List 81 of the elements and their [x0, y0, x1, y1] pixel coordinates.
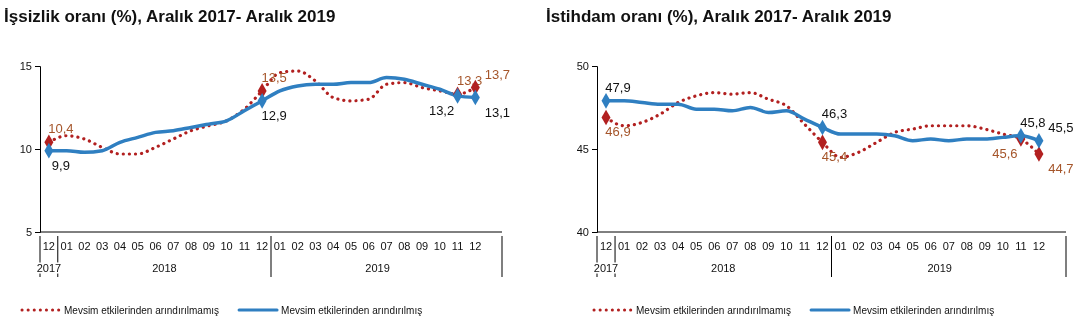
- data-label: 47,9: [605, 79, 631, 95]
- x-tick-label: 02: [635, 240, 649, 252]
- x-tick-label: 09: [762, 240, 775, 252]
- x-tick-label: 10: [780, 240, 793, 252]
- text: 2019: [365, 262, 390, 274]
- text: 2018: [152, 262, 177, 274]
- x-tick-label: 08: [744, 240, 757, 252]
- x-tick-label: 04: [672, 240, 685, 252]
- x-tick-label: 12: [42, 240, 56, 252]
- y-tick-label: 5: [25, 226, 32, 239]
- x-tick-label: 05: [131, 240, 144, 252]
- y-tick-label: 45: [576, 143, 589, 156]
- x-tick-label: 09: [415, 240, 429, 252]
- data-label: 45,4: [821, 149, 848, 165]
- x-tick-label: 12: [469, 240, 482, 252]
- x-tick-label: 06: [924, 240, 937, 252]
- x-tick-label: 07: [167, 240, 180, 252]
- x-tick-label: 07: [726, 240, 739, 252]
- data-label: 13,7: [484, 66, 510, 82]
- x-tick-label: 12: [816, 240, 829, 252]
- x-tick-label: 05: [344, 240, 358, 252]
- x-tick-label: 03: [870, 240, 883, 252]
- data-label: 12,9: [261, 107, 287, 123]
- x-tick-label: 02: [78, 240, 91, 252]
- y-tick-label: 50: [576, 60, 589, 73]
- data-label: 13,1: [484, 104, 510, 120]
- data-label: 45,5: [1048, 119, 1074, 135]
- x-tick-label: 01: [273, 240, 287, 252]
- data-label: 46,3: [821, 106, 848, 122]
- x-tick-label: 12: [255, 240, 269, 252]
- x-tick-label: 02: [852, 240, 865, 252]
- x-tick-label: 08: [398, 240, 411, 252]
- data-label: 46,9: [605, 124, 631, 140]
- x-tick-label: 04: [113, 240, 127, 252]
- chart-title: İstihdam oranı (%), Aralık 2017- Aralık 2019: [546, 7, 892, 26]
- legend-label: Mevsim etkilerinden arındırılmış: [281, 305, 423, 316]
- x-tick-label: 10: [433, 240, 446, 252]
- x-tick-label: 03: [96, 240, 109, 252]
- data-label: 44,7: [1048, 160, 1074, 176]
- legend-label: Mevsim etkilerinden arındırılmış: [853, 305, 995, 316]
- x-tick-label: 04: [327, 240, 340, 252]
- y-tick-label: 40: [576, 226, 589, 239]
- text: 2019: [927, 262, 952, 274]
- x-tick-label: 08: [184, 240, 198, 252]
- y-tick-label: 15: [19, 60, 32, 73]
- x-tick-label: 11: [798, 240, 811, 252]
- x-tick-label: 07: [380, 240, 393, 252]
- x-tick-label: 10: [996, 240, 1009, 252]
- x-tick-label: 11: [1015, 240, 1027, 252]
- x-tick-label: 02: [291, 240, 304, 252]
- data-label: 45,6: [992, 146, 1018, 162]
- x-tick-label: 08: [960, 240, 973, 252]
- x-tick-label: 06: [362, 240, 375, 252]
- data-label: 10,4: [48, 121, 74, 137]
- legend-label: Mevsim etkilerinden arındırılmamış: [64, 305, 220, 316]
- x-tick-label: 07: [942, 240, 955, 252]
- legend-label: Mevsim etkilerinden arındırılmamış: [636, 305, 792, 316]
- y-tick-label: 10: [19, 143, 32, 156]
- x-tick-label: 11: [238, 240, 251, 252]
- x-tick-label: 01: [617, 240, 631, 252]
- x-tick-label: 12: [599, 240, 613, 252]
- data-label: 13,2: [428, 102, 455, 118]
- x-tick-label: 04: [888, 240, 901, 252]
- data-label: 45,8: [1020, 114, 1046, 130]
- x-tick-label: 05: [906, 240, 919, 252]
- x-tick-label: 06: [708, 240, 721, 252]
- x-tick-label: 05: [690, 240, 703, 252]
- data-label: 13,5: [261, 69, 287, 85]
- x-tick-label: 03: [654, 240, 667, 252]
- x-tick-label: 01: [834, 240, 847, 252]
- x-tick-label: 06: [149, 240, 162, 252]
- x-tick-label: 12: [1032, 240, 1046, 252]
- x-tick-label: 09: [978, 240, 991, 252]
- x-tick-label: 10: [220, 240, 233, 252]
- x-tick-label: 03: [309, 240, 322, 252]
- x-tick-label: 11: [451, 240, 464, 252]
- chart-title: İşsizlik oranı (%), Aralık 2017- Aralık 2019: [4, 7, 336, 26]
- x-tick-label: 09: [202, 240, 215, 252]
- x-tick-label: 01: [60, 240, 73, 252]
- data-label: 9,9: [51, 157, 70, 173]
- text: 2018: [711, 262, 736, 274]
